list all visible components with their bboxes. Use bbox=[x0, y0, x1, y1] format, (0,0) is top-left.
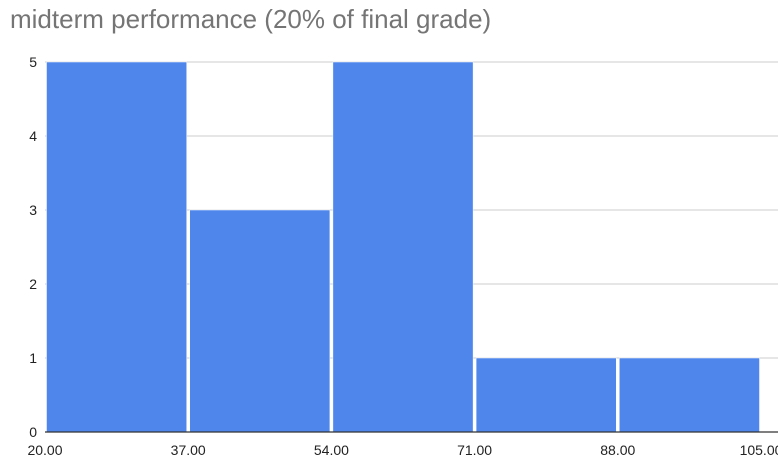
chart-title: midterm performance (20% of final grade) bbox=[10, 4, 492, 34]
x-tick-label: 88.00 bbox=[600, 442, 635, 458]
histogram-bar bbox=[46, 61, 187, 433]
x-tick-label: 105.00 bbox=[740, 442, 778, 458]
x-tick-label: 71.00 bbox=[457, 442, 492, 458]
y-tick-label: 4 bbox=[29, 128, 37, 144]
x-tick-label: 37.00 bbox=[171, 442, 206, 458]
x-tick-labels: 20.00 37.00 54.00 71.00 88.00 105.00 bbox=[27, 442, 778, 458]
histogram-bar bbox=[619, 357, 760, 433]
bars bbox=[46, 61, 760, 433]
y-tick-label: 0 bbox=[29, 424, 37, 440]
x-tick-label: 54.00 bbox=[314, 442, 349, 458]
histogram-bar bbox=[475, 357, 617, 433]
y-tick-label: 5 bbox=[29, 54, 37, 70]
y-tick-label: 2 bbox=[29, 276, 37, 292]
histogram-bar bbox=[189, 209, 331, 433]
y-tick-labels: 0 1 2 3 4 5 bbox=[29, 54, 37, 440]
y-tick-label: 1 bbox=[29, 350, 37, 366]
histogram-bar bbox=[332, 61, 474, 433]
y-tick-label: 3 bbox=[29, 202, 37, 218]
x-tick-label: 20.00 bbox=[27, 442, 62, 458]
